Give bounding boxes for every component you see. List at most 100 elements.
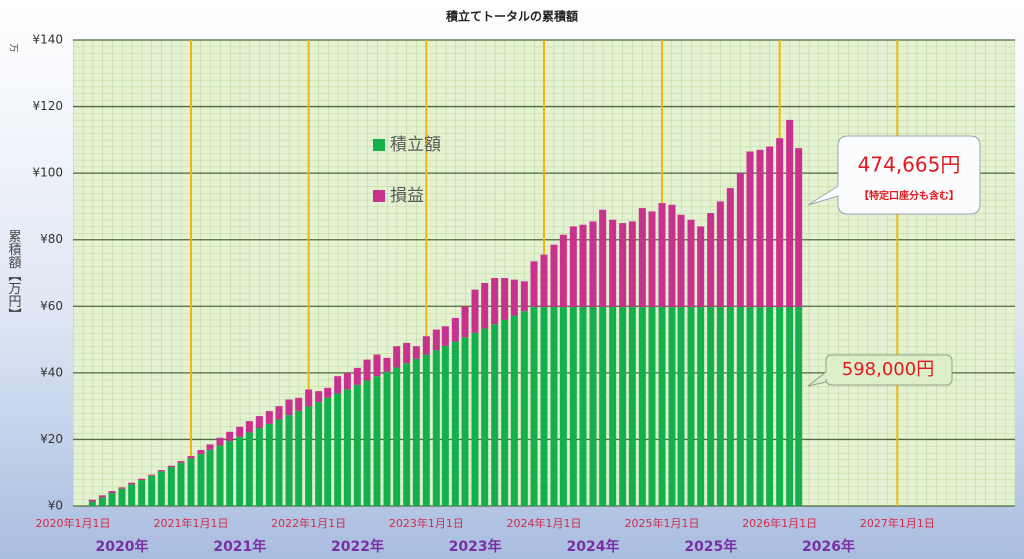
bar-segment [138,478,146,481]
bar-segment [206,449,214,506]
legend-swatch [373,139,385,151]
chart-title: 積立てトータルの累積額 [445,9,578,24]
bar-segment [550,244,558,307]
bar-segment [569,306,577,506]
bar-segment [776,306,784,506]
bar-segment [422,354,430,506]
bar-segment [255,416,263,429]
bar-segment [432,350,440,506]
x-tick-label: 2020年1月1日 [36,516,111,530]
bar-segment [128,482,136,485]
y-tick-label: ¥0 [48,499,63,513]
bar-segment [619,306,627,506]
bar-segment [687,306,695,506]
bar-segment [677,306,685,506]
bar-segment [393,346,401,368]
y-tick-label: ¥120 [32,99,63,113]
bar-segment [236,436,244,506]
bar-segment [206,444,214,450]
bar-segment [520,311,528,506]
bar-segment [530,306,538,506]
labels: ¥0 ¥20 ¥40 ¥60 ¥80 ¥100 ¥120 ¥140 2020年1月1日 2021年… [32,33,934,556]
bar-segment [550,306,558,506]
year-label: 2023年 [449,538,502,555]
bars [88,119,803,506]
bar-segment [609,306,617,506]
bar-segment [353,367,361,385]
bar-segment [315,402,323,506]
callout-text: 474,665円 [858,153,961,177]
bar-segment [334,393,342,506]
bar-segment [540,306,548,506]
bar-segment [373,376,381,506]
bar-segment [451,341,459,506]
bar-segment [648,211,656,307]
bar-segment [315,391,323,403]
y-tick-label: ¥60 [40,299,63,313]
legend-swatch [373,190,385,202]
bar-segment [441,326,449,346]
bar-segment [756,149,764,307]
bar-segment [167,467,175,506]
bar-segment [786,119,794,307]
bar-segment [609,219,617,307]
year-label: 2025年 [684,538,737,555]
callout-note: 【特定口座分も含む】 [859,189,959,202]
bar-segment [265,411,273,424]
bar-segment [343,389,351,506]
bar-segment [697,226,705,307]
bar-segment [668,204,676,307]
bar-segment [255,428,263,506]
year-label: 2026年 [802,538,855,555]
bar-segment [226,431,234,442]
y-tick-label: ¥140 [32,33,63,47]
bar-segment [403,342,411,364]
bar-segment [197,454,205,506]
bar-segment [579,306,587,506]
bar-segment [265,423,273,506]
callout-text: 598,000円 [842,359,934,380]
bar-segment [138,480,146,506]
bar-segment [236,426,244,437]
bar-segment [668,306,676,506]
bar-segment [599,306,607,506]
bar-segment [510,315,518,506]
x-tick-label: 2027年1月1日 [860,516,935,530]
bar-segment [481,282,489,329]
bar-segment [128,484,136,506]
bar-segment [707,213,715,307]
bar-segment [599,209,607,307]
bar-segment [295,397,303,411]
bar-segment [471,289,479,333]
bar-segment [471,332,479,506]
x-tick-label: 2022年1月1日 [271,516,346,530]
bar-segment [589,306,597,506]
bar-segment [726,306,734,506]
bar-segment [167,465,175,468]
x-tick-label: 2024年1月1日 [507,516,582,530]
bar-segment [697,306,705,506]
bar-segment [245,432,253,506]
bar-segment [756,306,764,506]
callout-saved: 598,000円 [807,354,953,387]
bar-segment [726,188,734,307]
bar-segment [226,441,234,506]
bar-segment [216,437,224,446]
bar-segment [285,415,293,506]
year-label: 2020年 [96,538,149,555]
bar-segment [285,399,293,416]
legend-label: 積立額 [390,135,441,155]
bar-segment [648,306,656,506]
bar-segment [343,372,351,390]
y-tick-label: ¥40 [40,365,63,379]
bar-segment [422,336,430,355]
bar-segment [98,495,106,498]
bar-segment [569,226,577,307]
bar-segment [628,306,636,506]
bar-segment [353,384,361,506]
bar-segment [579,224,587,307]
bar-segment [305,389,313,407]
bar-segment [324,387,332,398]
bar-segment [540,254,548,307]
